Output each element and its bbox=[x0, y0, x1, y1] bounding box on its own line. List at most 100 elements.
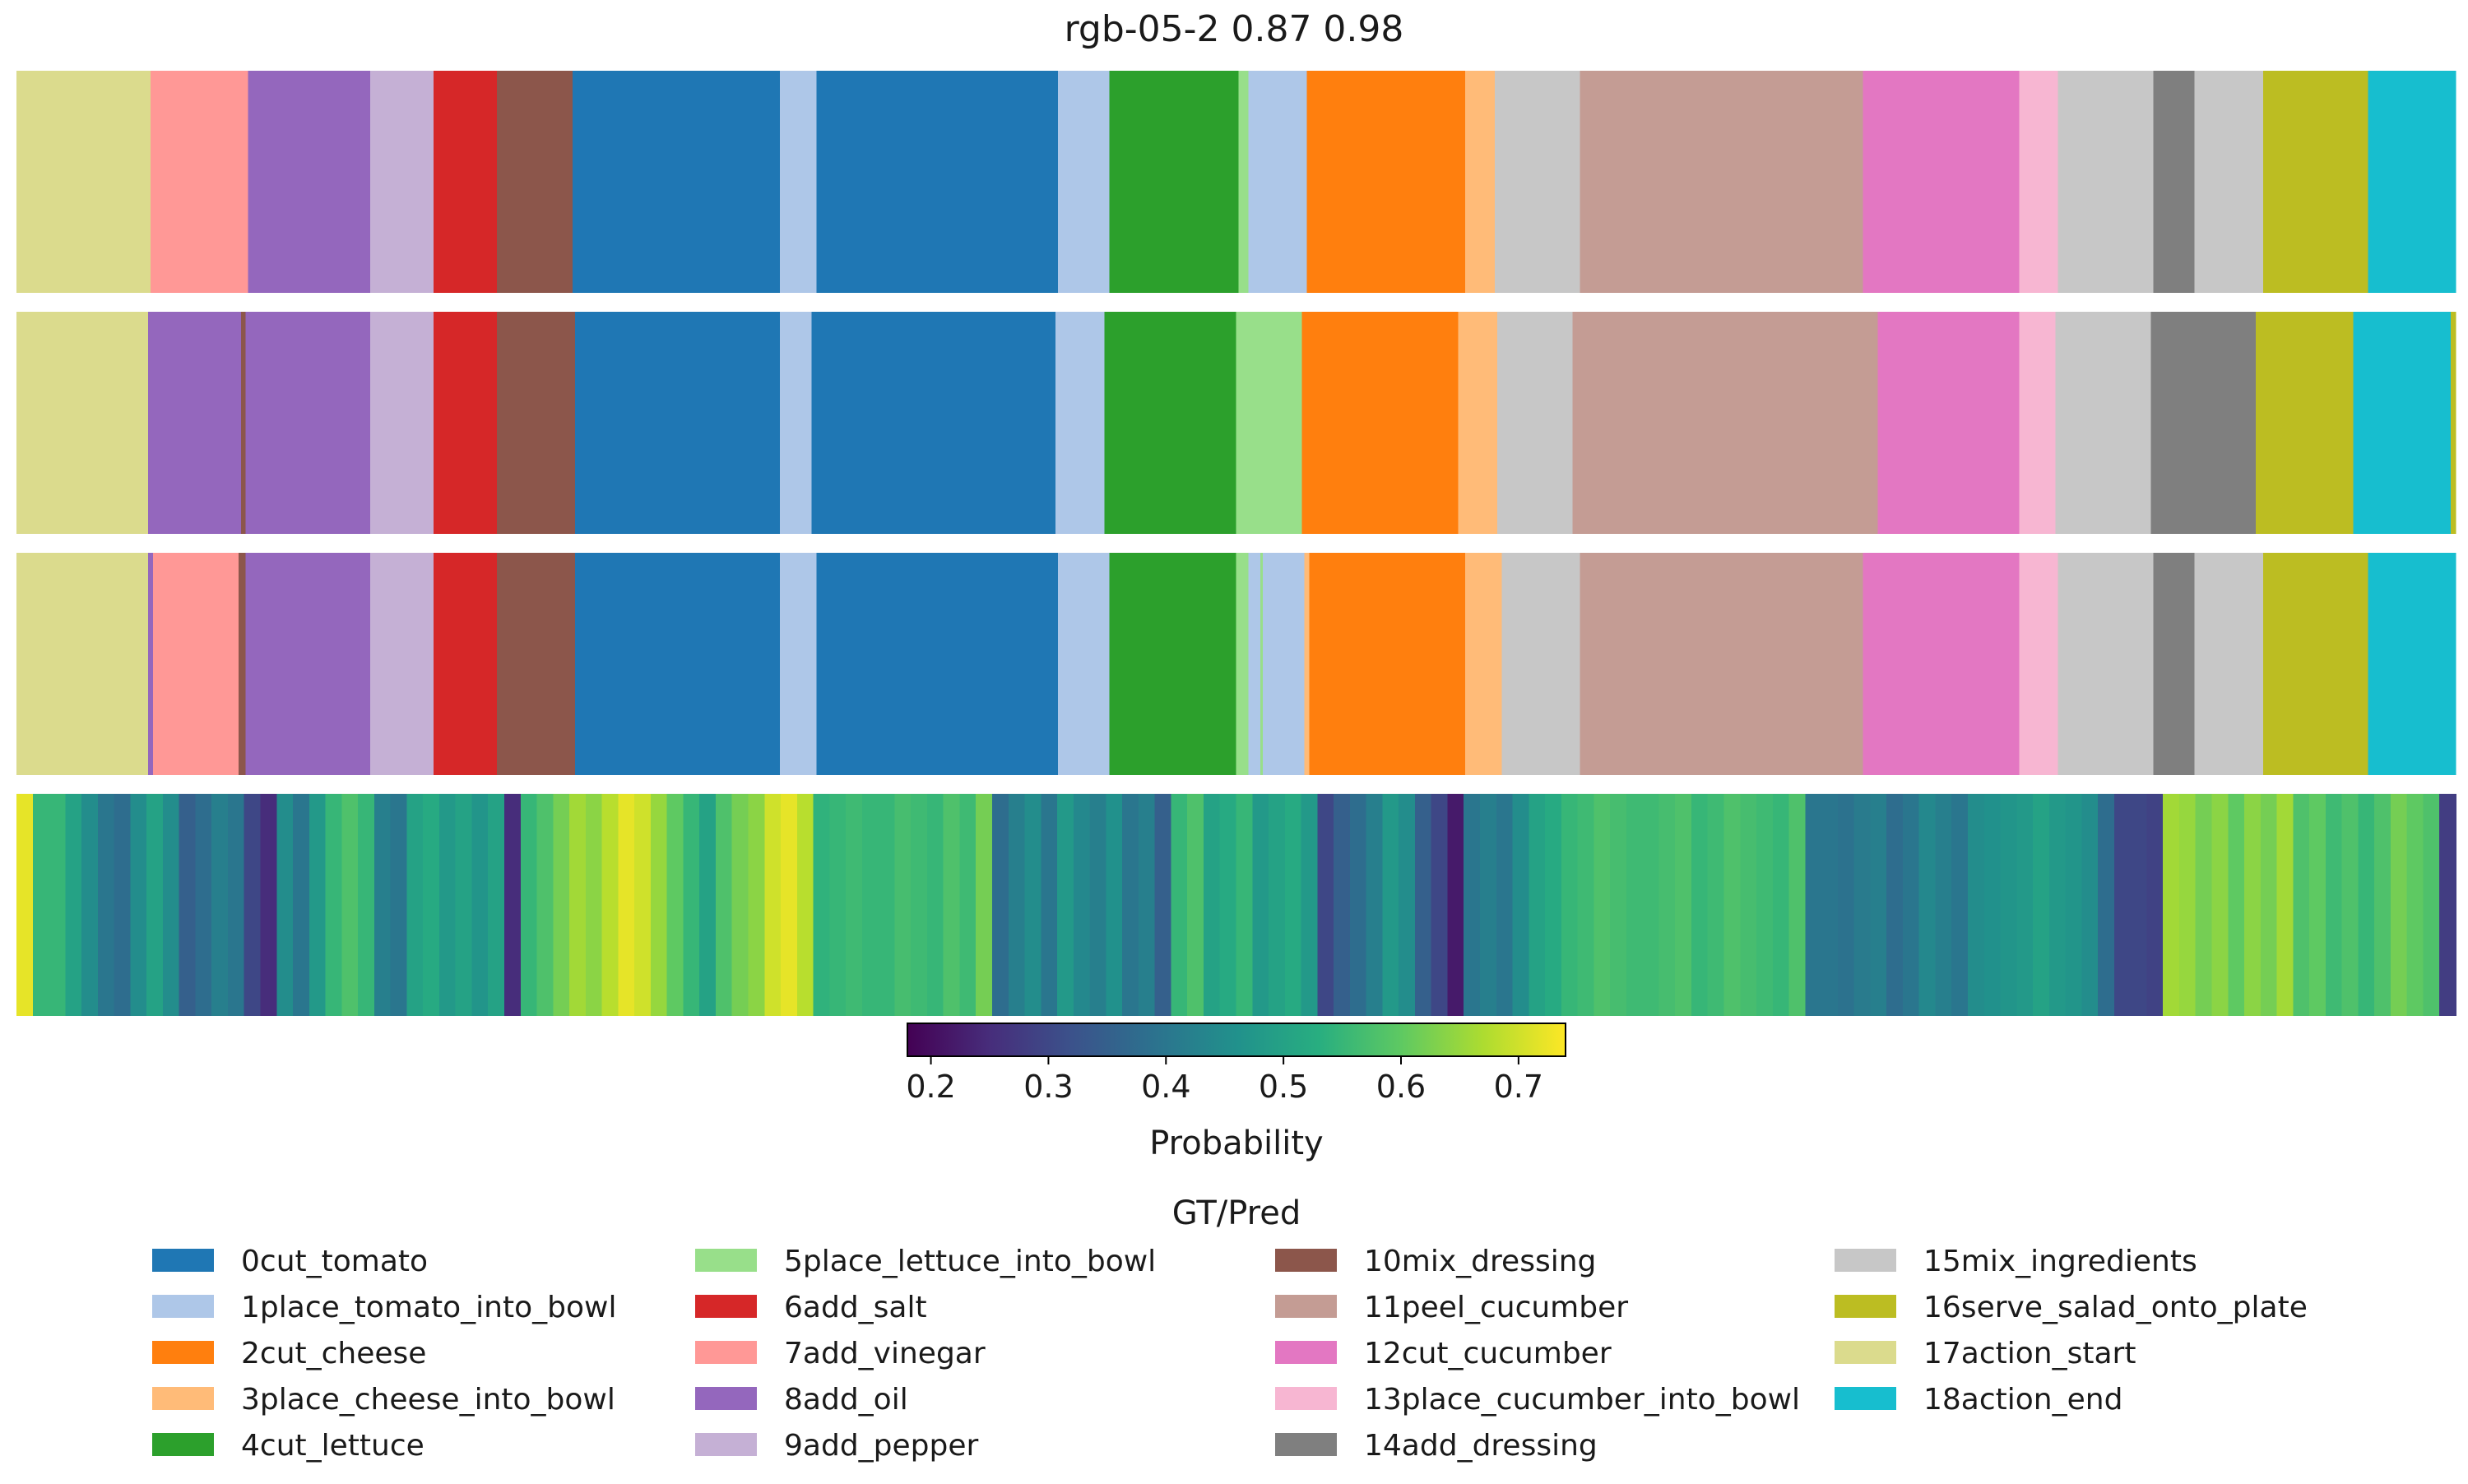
probability-cell bbox=[666, 794, 684, 1016]
colorbar-tick-label: 0.5 bbox=[1259, 1069, 1308, 1105]
colorbar: 0.2 0.3 0.4 0.5 0.6 0.7 Probability bbox=[906, 1023, 1566, 1162]
timeline-rows bbox=[16, 71, 2456, 775]
probability-cell bbox=[488, 794, 505, 1016]
probability-cell bbox=[308, 794, 327, 1016]
probability-cell bbox=[1138, 794, 1156, 1016]
legend-label: 1place_tomato_into_bowl bbox=[241, 1291, 616, 1324]
probability-cell bbox=[2000, 794, 2018, 1016]
legend-label: 17action_start bbox=[1923, 1337, 2136, 1370]
timeline-row-2 bbox=[16, 312, 2456, 534]
probability-cell bbox=[423, 794, 440, 1016]
legend-label: 14add_dressing bbox=[1364, 1429, 1598, 1463]
probability-cell bbox=[1853, 794, 1872, 1016]
segment-11peel_cucumber bbox=[1580, 553, 1864, 775]
probability-cell bbox=[2276, 794, 2294, 1016]
legend-label: 0cut_tomato bbox=[241, 1245, 428, 1278]
probability-cell bbox=[1870, 794, 1887, 1016]
probability-cell bbox=[260, 794, 278, 1016]
segment-1place_tomato_into_bowl bbox=[1058, 71, 1110, 293]
segment-3place_cheese_into_bowl bbox=[1458, 312, 1498, 534]
probability-cell bbox=[2146, 794, 2164, 1016]
legend-swatch bbox=[152, 1249, 214, 1272]
segment-11peel_cucumber bbox=[1572, 312, 1878, 534]
probability-cell bbox=[2374, 794, 2391, 1016]
probability-cell bbox=[2048, 794, 2067, 1016]
probability-cell bbox=[1821, 794, 1839, 1016]
segment-12cut_cucumber bbox=[1863, 553, 2020, 775]
probability-cell bbox=[16, 794, 34, 1016]
probability-cell bbox=[748, 794, 766, 1016]
probability-cell bbox=[2260, 794, 2278, 1016]
probability-cell bbox=[1512, 794, 1530, 1016]
probability-cell bbox=[1935, 794, 1953, 1016]
probability-cell bbox=[569, 794, 587, 1016]
segment-4cut_lettuce bbox=[1109, 553, 1237, 775]
chart-title: rgb-05-2 0.87 0.98 bbox=[1065, 8, 1404, 50]
segment-1place_tomato_into_bowl bbox=[1263, 553, 1306, 775]
segment-8add_oil bbox=[248, 71, 371, 293]
probability-row bbox=[16, 794, 2456, 1016]
segment-14add_dressing bbox=[2150, 312, 2257, 534]
segment-1place_tomato_into_bowl bbox=[780, 312, 813, 534]
legend-swatch bbox=[152, 1341, 214, 1364]
probability-cell bbox=[1756, 794, 1774, 1016]
segment-16serve_salad_onto_plate bbox=[2262, 553, 2368, 775]
segment-7add_vinegar bbox=[151, 71, 249, 293]
probability-cell bbox=[1951, 794, 1969, 1016]
segment-13place_cucumber_into_bowl bbox=[2019, 312, 2057, 534]
probability-cell bbox=[1658, 794, 1676, 1016]
timeline-row-1 bbox=[16, 71, 2456, 293]
segment-10mix_dressing bbox=[497, 553, 576, 775]
probability-cell bbox=[926, 794, 944, 1016]
probability-cell bbox=[49, 794, 67, 1016]
legend-item: 8add_oil bbox=[695, 1383, 908, 1417]
legend: GT/Pred 0cut_tomato 1place_tomato_into_bo… bbox=[152, 1194, 2308, 1463]
segment-6add_salt bbox=[434, 71, 498, 293]
legend-label: 13place_cucumber_into_bowl bbox=[1364, 1383, 1800, 1417]
probability-cell bbox=[1983, 794, 2002, 1016]
segment-15mix_ingredients bbox=[1494, 71, 1581, 293]
probability-cell bbox=[2325, 794, 2343, 1016]
legend-item: 13place_cucumber_into_bowl bbox=[1275, 1383, 1800, 1417]
probability-cell bbox=[2309, 794, 2327, 1016]
segment-2cut_cheese bbox=[1301, 312, 1459, 534]
probability-cell bbox=[1008, 794, 1026, 1016]
probability-cell bbox=[471, 794, 489, 1016]
segment-1place_tomato_into_bowl bbox=[780, 553, 818, 775]
probability-cell bbox=[1301, 794, 1319, 1016]
legend-label: 9add_pepper bbox=[784, 1429, 979, 1463]
probability-cell bbox=[1041, 794, 1058, 1016]
probability-cell bbox=[162, 794, 180, 1016]
probability-cell bbox=[1203, 794, 1221, 1016]
probability-cell bbox=[1089, 794, 1107, 1016]
probability-cell bbox=[1740, 794, 1757, 1016]
legend-label: 8add_oil bbox=[784, 1383, 908, 1417]
probability-cell bbox=[1594, 794, 1611, 1016]
probability-cell bbox=[97, 794, 115, 1016]
legend-item: 6add_salt bbox=[695, 1291, 927, 1324]
segment-2cut_cheese bbox=[1309, 553, 1466, 775]
probability-cell bbox=[846, 794, 863, 1016]
probability-cell bbox=[1236, 794, 1254, 1016]
segment-18action_end bbox=[2353, 312, 2452, 534]
probability-cell bbox=[1788, 794, 1807, 1016]
segment-10mix_dressing bbox=[497, 71, 573, 293]
probability-cell bbox=[341, 794, 359, 1016]
segment-12cut_cucumber bbox=[1877, 312, 2020, 534]
segment-15mix_ingredients bbox=[2057, 71, 2154, 293]
probability-cell bbox=[455, 794, 473, 1016]
legend-item: 16serve_salad_onto_plate bbox=[1835, 1291, 2308, 1324]
probability-cell bbox=[992, 794, 1009, 1016]
probability-cell bbox=[1480, 794, 1497, 1016]
probability-cell bbox=[634, 794, 652, 1016]
probability-cell bbox=[829, 794, 847, 1016]
segment-1place_tomato_into_bowl bbox=[1058, 553, 1110, 775]
probability-cell bbox=[2244, 794, 2262, 1016]
legend-swatch bbox=[695, 1295, 757, 1318]
legend-swatch bbox=[1835, 1249, 1896, 1272]
legend-label: 5place_lettuce_into_bowl bbox=[784, 1245, 1156, 1278]
timeline-row-3 bbox=[16, 553, 2456, 775]
segment-3place_cheese_into_bowl bbox=[1465, 71, 1496, 293]
probability-cell bbox=[2113, 794, 2132, 1016]
